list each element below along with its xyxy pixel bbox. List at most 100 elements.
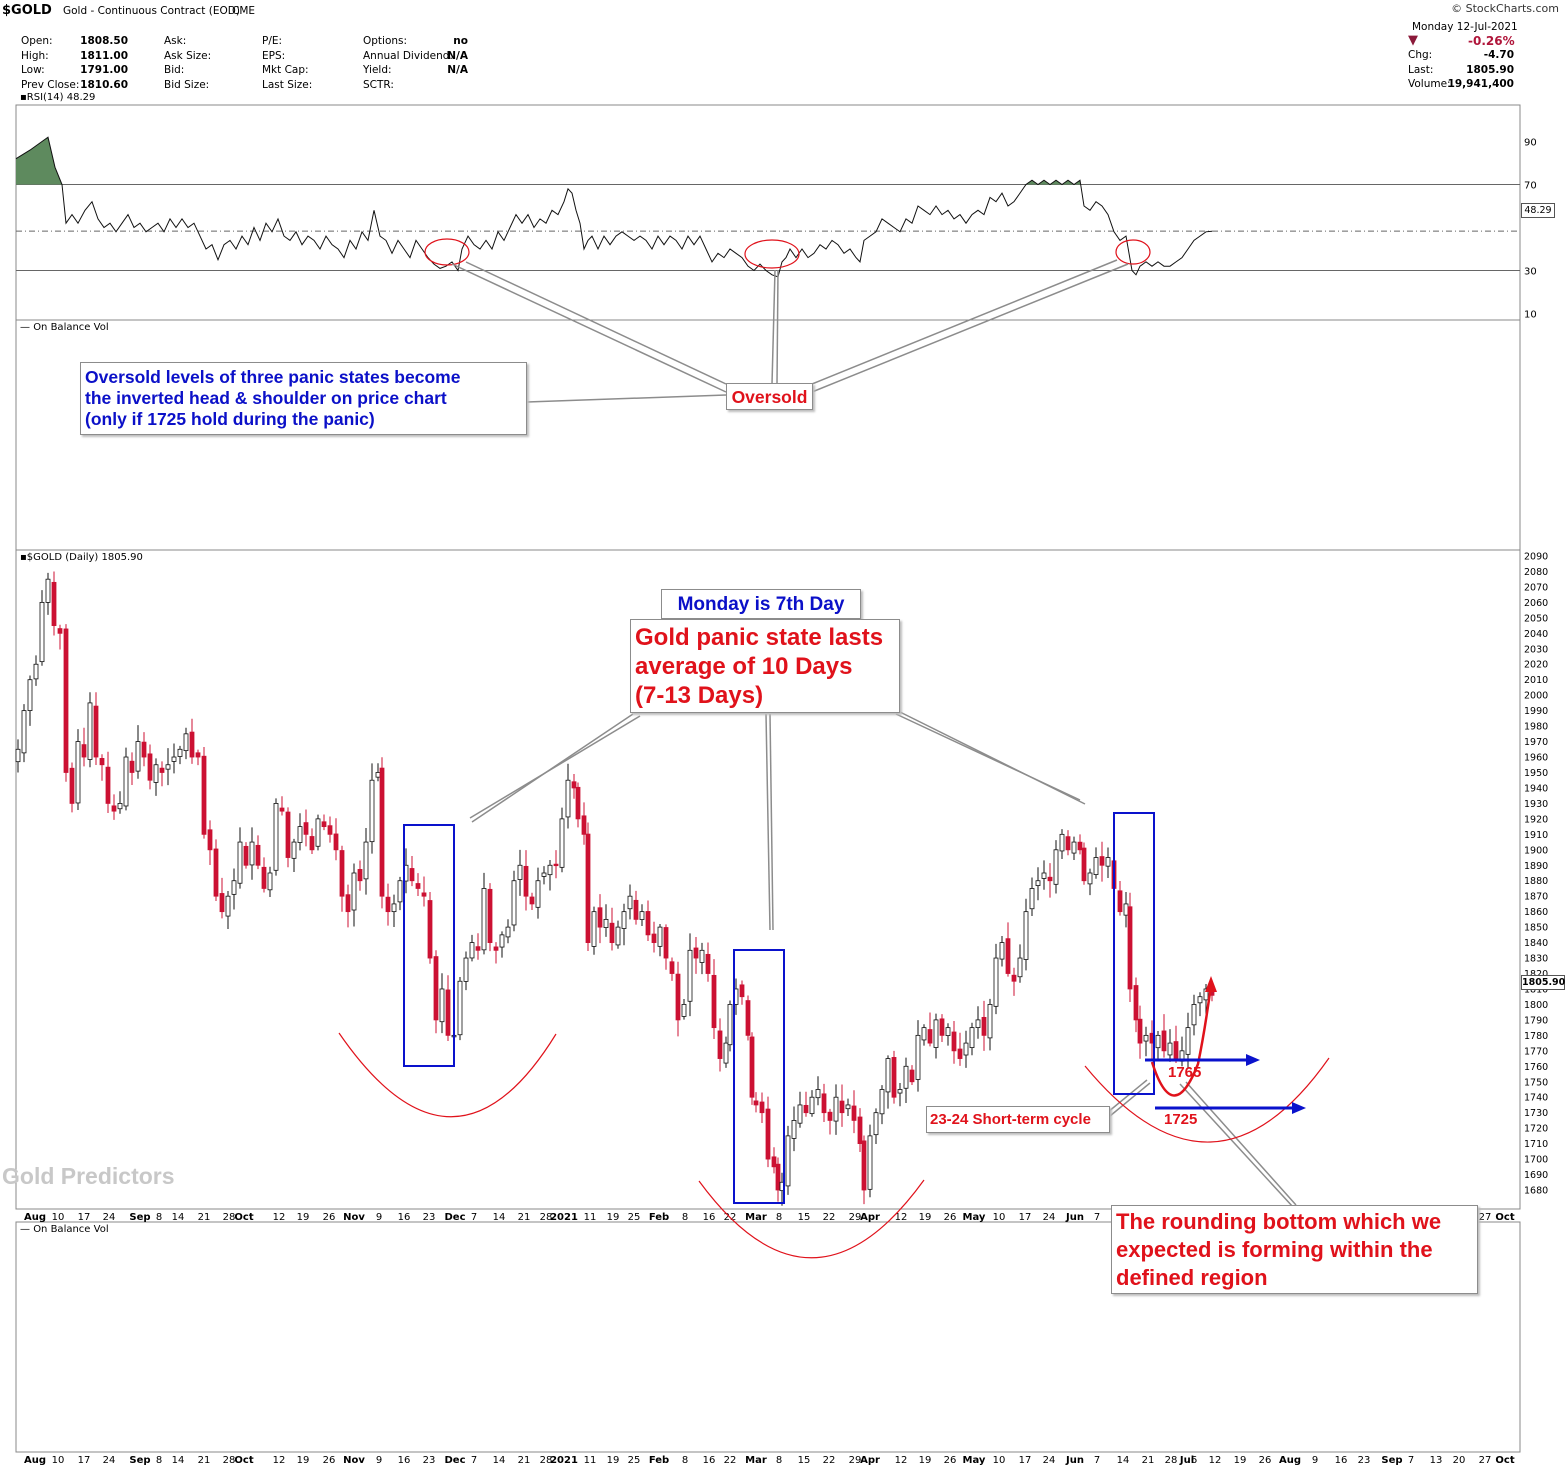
panic-box-2: [733, 949, 785, 1204]
symbol-title: $GOLD: [2, 3, 52, 18]
candle-body: [261, 866, 267, 889]
candle-body: [921, 1027, 927, 1041]
x-axis-top-label: 26: [944, 1212, 957, 1223]
quote-options-value-2: N/A: [447, 64, 468, 76]
candle-body: [753, 1100, 759, 1106]
candle-body: [585, 833, 591, 943]
price-candle: [585, 822, 591, 952]
quote-left-value-0: 1808.50: [80, 35, 128, 47]
price-candle: [499, 931, 505, 958]
candle-body: [657, 926, 663, 947]
quote-options-value-0: no: [453, 35, 468, 47]
price-candle: [745, 995, 751, 1041]
candle-body: [581, 815, 587, 835]
price-tick-1930: 1930: [1524, 799, 1548, 810]
price-candle: [981, 1000, 987, 1051]
price-candle: [315, 814, 321, 851]
candle-body: [279, 807, 285, 812]
candle-body: [987, 1004, 993, 1039]
candle-body: [117, 803, 123, 810]
candle-body: [427, 900, 433, 959]
x-axis-bottom-label: Aug: [24, 1455, 46, 1466]
candle-body: [1077, 841, 1083, 851]
candle-body: [591, 911, 597, 947]
price-candle: [177, 745, 183, 765]
rsi-tick-10: 10: [1524, 310, 1537, 321]
quote-pe-label-2: Mkt Cap:: [262, 64, 309, 76]
price-candle: [1105, 847, 1111, 879]
price-candle: [1093, 847, 1099, 879]
rsi-current-tag: 48.29: [1521, 203, 1555, 218]
x-axis-bottom-label: Jun: [1065, 1455, 1084, 1466]
candle-body: [775, 1163, 781, 1191]
price-candle: [363, 828, 369, 895]
x-axis-bottom-label: 8: [776, 1455, 782, 1466]
price-panel-frame: [15, 549, 1521, 1210]
x-axis-bottom-label: 28: [1165, 1455, 1178, 1466]
x-axis-bottom-label: 19: [297, 1455, 310, 1466]
candle-body: [1017, 957, 1023, 978]
obv-legend-2: — On Balance Vol: [20, 1224, 109, 1235]
oversold-explanation-callout: Oversold levels of three panic states be…: [80, 362, 527, 435]
candle-body: [511, 880, 517, 926]
price-candle: [153, 758, 159, 796]
candle-body: [541, 872, 547, 877]
price-candle: [1133, 977, 1139, 1033]
candle-body: [1117, 890, 1123, 913]
oversold-ellipse-3: [1115, 239, 1151, 265]
oversold-ellipse-1: [424, 238, 470, 266]
price-candle: [141, 732, 147, 767]
candle-body: [51, 581, 57, 626]
x-axis-bottom-label: 10: [993, 1455, 1006, 1466]
candle-body: [105, 766, 111, 804]
x-axis-top-label: 12: [895, 1212, 908, 1223]
price-tick-2040: 2040: [1524, 629, 1548, 640]
price-candle: [609, 907, 615, 951]
candle-body: [87, 702, 93, 760]
x-axis-top-label: Oct: [1495, 1212, 1514, 1223]
price-candle: [553, 850, 559, 879]
price-candle: [699, 942, 705, 975]
candle-body: [81, 744, 87, 758]
price-legend: ▪$GOLD (Daily) 1805.90: [20, 552, 143, 563]
rsi-tick-70: 70: [1524, 181, 1537, 192]
x-axis-top-label: 25: [628, 1212, 641, 1223]
price-candle: [963, 1030, 969, 1068]
price-candle: [915, 1020, 921, 1092]
candle-body: [493, 946, 499, 951]
x-axis-bottom-label: 7: [471, 1455, 477, 1466]
price-candle: [1059, 829, 1065, 860]
candle-body: [687, 949, 693, 1002]
stockcharts-watermark[interactable]: © StockCharts.com: [1451, 2, 1559, 15]
pct-change: -0.26%: [1468, 34, 1515, 48]
candle-body: [213, 848, 219, 897]
price-tick-2020: 2020: [1524, 660, 1548, 671]
price-candle: [261, 857, 267, 893]
price-candle: [117, 791, 123, 814]
candle-body: [135, 741, 141, 772]
price-candle: [493, 942, 499, 964]
candle-body: [21, 710, 27, 754]
x-axis-top-label: 26: [323, 1212, 336, 1223]
candle-body: [517, 864, 523, 880]
candle-body: [523, 865, 529, 897]
rsi-tick-90: 90: [1524, 138, 1537, 149]
candle-body: [615, 926, 621, 946]
price-tick-2070: 2070: [1524, 582, 1548, 593]
price-candle: [225, 890, 231, 930]
price-candle: [213, 839, 219, 902]
candle-body: [785, 1135, 791, 1187]
price-candle: [861, 1135, 867, 1205]
price-candle: [27, 675, 33, 726]
candle-body: [951, 1031, 957, 1052]
x-axis-bottom-label: 10: [52, 1455, 65, 1466]
quote-right-label-1: Last:: [1408, 63, 1434, 76]
quote-ask-label-3: Bid Size:: [164, 78, 210, 91]
x-axis-bottom-label: 12: [895, 1455, 908, 1466]
candle-body: [369, 779, 375, 843]
price-candle: [357, 860, 363, 891]
candle-body: [315, 818, 321, 847]
x-axis-bottom-label: 16: [703, 1455, 716, 1466]
price-candle: [975, 1006, 981, 1039]
price-tick-2080: 2080: [1524, 567, 1548, 578]
